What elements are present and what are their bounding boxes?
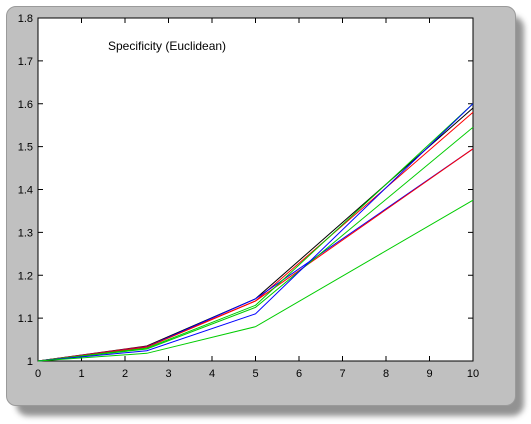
y-tick-label: 1.3 — [18, 227, 33, 239]
plot-area — [37, 17, 474, 362]
x-tick-label: 5 — [252, 368, 258, 380]
x-tick-label: 6 — [296, 368, 302, 380]
x-tick-label: 4 — [209, 368, 215, 380]
y-tick-label: 1.2 — [18, 270, 33, 282]
chart-title: Specificity (Euclidean) — [108, 39, 226, 53]
y-axis: 1 1.1 1.2 1.3 1.4 1.5 1.6 1.7 1.8 — [18, 13, 473, 368]
series-lines — [37, 103, 474, 362]
series-line — [37, 199, 474, 362]
y-tick-label: 1.6 — [18, 99, 33, 111]
x-tick-label: 0 — [35, 368, 41, 380]
x-axis: 0 1 2 3 4 5 6 7 8 9 10 — [35, 18, 479, 380]
x-tick-label: 10 — [467, 368, 479, 380]
x-tick-label: 3 — [165, 368, 171, 380]
x-tick-label: 7 — [339, 368, 345, 380]
y-tick-label: 1.1 — [18, 313, 33, 325]
y-tick-label: 1.4 — [18, 185, 33, 197]
y-tick-label: 1.5 — [18, 142, 33, 154]
series-line — [37, 126, 474, 362]
y-tick-label: 1.8 — [18, 13, 33, 25]
x-tick-label: 8 — [383, 368, 389, 380]
x-tick-label: 9 — [426, 368, 432, 380]
x-tick-label: 2 — [122, 368, 128, 380]
y-tick-label: 1.7 — [18, 56, 33, 68]
y-tick-label: 1 — [27, 356, 33, 368]
series-line — [37, 103, 474, 362]
x-tick-label: 1 — [78, 368, 84, 380]
